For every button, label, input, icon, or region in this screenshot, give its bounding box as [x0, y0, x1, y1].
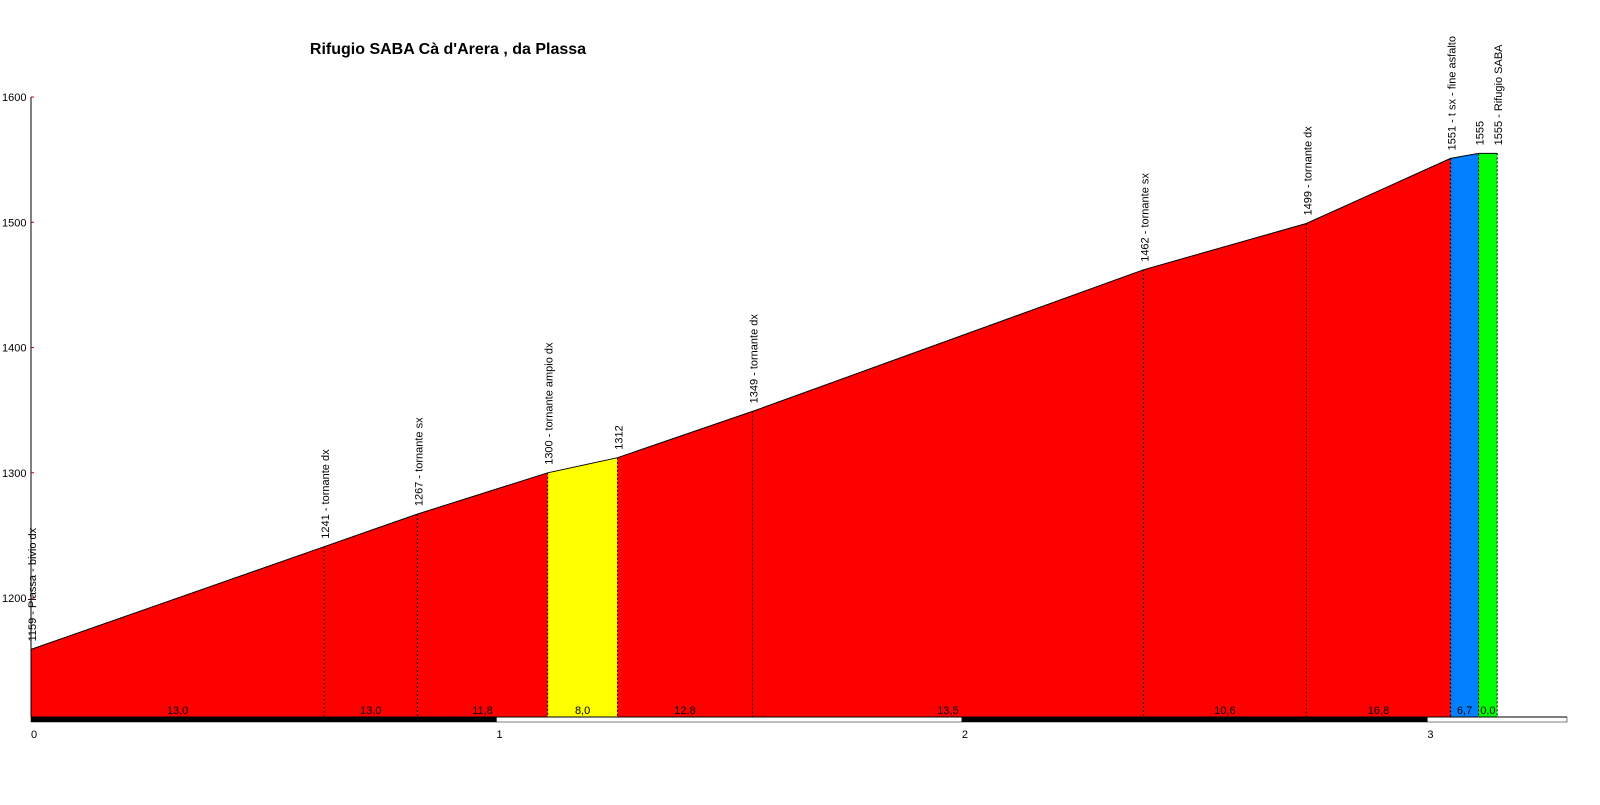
x-tick-label: 1: [496, 729, 502, 741]
elevation-annotation: 1300 - tornante ampio dx: [544, 342, 556, 465]
axes: 1200 1300 1400 1500 1600 0 1 2 3: [2, 92, 1568, 741]
x-tick-label: 3: [1427, 729, 1433, 741]
profile-segment-5: [617, 411, 753, 717]
profile-segment-2: [324, 514, 418, 717]
profile-segment-7: [1143, 223, 1307, 717]
segment-divider-lines: [30, 152, 1498, 717]
profile-segment-10: [1478, 153, 1498, 717]
segment-gradient-label: 11,8: [472, 705, 493, 717]
y-tick-label: 1300: [2, 468, 26, 480]
chart-title: Rifugio SABA Cà d'Arera , da Plassa: [310, 41, 586, 58]
segment-gradient-label: 13,5: [937, 705, 958, 717]
profile-segment-6: [752, 269, 1144, 717]
elevation-annotation: 1555: [1475, 121, 1487, 145]
elevation-annotation: 1241 - tornante dx: [320, 449, 332, 539]
y-tick-label: 1600: [2, 92, 26, 104]
elevation-annotation: 1159 - Plassa - bivio dx: [27, 527, 39, 641]
elevation-annotation: 1349 - tornante dx: [749, 314, 761, 404]
x-axis-scale-bar: [30, 716, 497, 723]
elevation-annotation: 1551 - t sx - fine asfalto: [1447, 36, 1459, 150]
x-axis-scale-bar: [496, 716, 963, 723]
profile-segment-8: [1306, 158, 1451, 717]
segment-gradient-label: 0,0: [1480, 705, 1495, 717]
segment-gradient-label: 12,8: [674, 705, 695, 717]
x-axis-scale-bar: [961, 716, 1428, 723]
segment-gradient-label: 13,0: [167, 705, 188, 717]
annotations: 13,0 13,0 11,8 8,0 12,8 13,5 10,6 16,8 6,7 0,0 115…: [27, 36, 1505, 717]
profile-segment-9: [1450, 153, 1479, 717]
x-tick-label: 2: [962, 729, 968, 741]
profile-segment-1: [31, 546, 325, 717]
x-tick-label: 0: [31, 729, 37, 741]
elevation-annotation: 1462 - tornante sx: [1139, 173, 1151, 262]
y-tick-label: 1400: [2, 343, 26, 355]
x-axis-scale-bar: [1427, 716, 1568, 723]
segment-gradient-label: 8,0: [575, 705, 590, 717]
elevation-annotation: 1499 - tornante dx: [1302, 126, 1314, 216]
elevation-annotation: 1555 - Rifugio SABA: [1493, 44, 1505, 146]
elevation-annotation: 1312: [614, 425, 626, 449]
profile-segment-3: [417, 472, 548, 717]
segment-gradient-label: 10,6: [1214, 705, 1235, 717]
y-tick-label: 1500: [2, 217, 26, 229]
profile-segment-4: [547, 457, 618, 717]
y-tick-label: 1200: [2, 593, 26, 605]
segment-gradient-label: 16,8: [1368, 705, 1389, 717]
elevation-annotation: 1267 - tornante sx: [413, 417, 425, 506]
segment-gradient-label: 6,7: [1457, 705, 1472, 717]
profile-segments: [31, 153, 1498, 717]
segment-gradient-label: 13,0: [360, 705, 381, 717]
